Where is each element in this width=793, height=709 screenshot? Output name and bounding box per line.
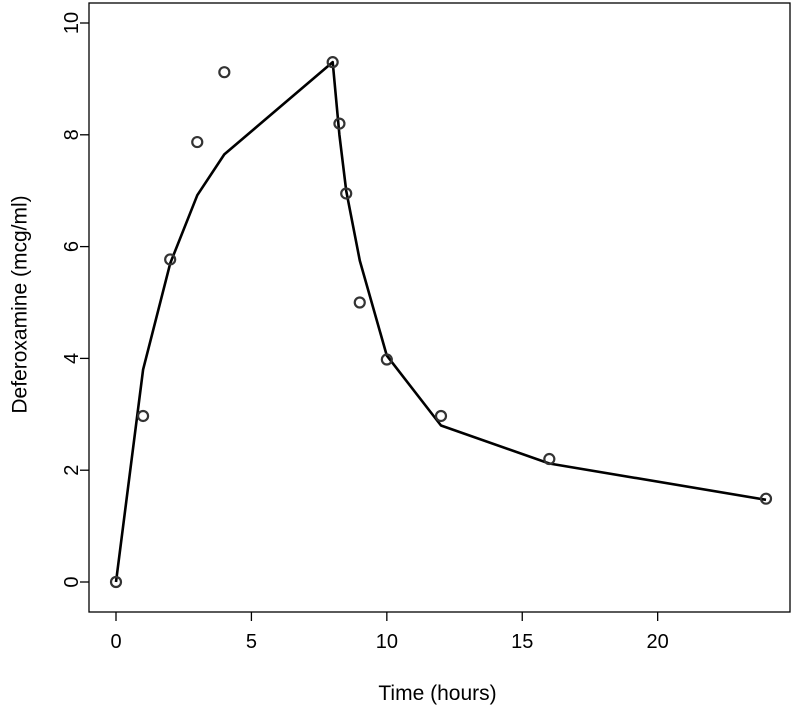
observed-data-point	[340, 187, 353, 200]
x-axis-title: Time (hours)	[378, 682, 496, 705]
y-tick-label: 4	[61, 353, 83, 364]
observed-data-point	[759, 492, 773, 505]
observed-data-point	[109, 575, 123, 589]
axes: 0 5 10 15 20 0 2 4 6 8 10	[61, 2, 791, 653]
y-tick-label: 2	[61, 465, 83, 476]
x-tick-label: 15	[511, 631, 533, 653]
observed-data-point	[191, 135, 204, 149]
y-tick-label: 8	[61, 129, 83, 140]
y-axis-title: Deferoxamine (mcg/ml)	[9, 195, 32, 413]
plot-frame	[88, 2, 791, 613]
fitted-concentration-line	[114, 60, 767, 583]
observed-points-layer	[109, 56, 773, 589]
observed-data-point	[333, 117, 346, 130]
observed-data-point	[380, 353, 393, 366]
observed-data-point	[326, 56, 339, 69]
x-tick-label: 20	[647, 631, 669, 653]
fitted-curve-layer	[114, 60, 767, 583]
x-tick-label: 10	[376, 631, 398, 653]
y-tick-label: 6	[61, 241, 83, 252]
observed-data-point	[434, 409, 448, 423]
observed-data-point	[136, 409, 150, 423]
y-tick-label: 10	[61, 12, 83, 34]
x-tick-label: 0	[110, 631, 121, 653]
observed-data-point	[218, 66, 231, 79]
observed-data-point	[543, 452, 556, 466]
x-tick-label: 5	[246, 631, 257, 653]
y-tick-label: 0	[61, 576, 83, 587]
observed-data-point	[164, 253, 177, 266]
observed-data-point	[353, 296, 366, 309]
